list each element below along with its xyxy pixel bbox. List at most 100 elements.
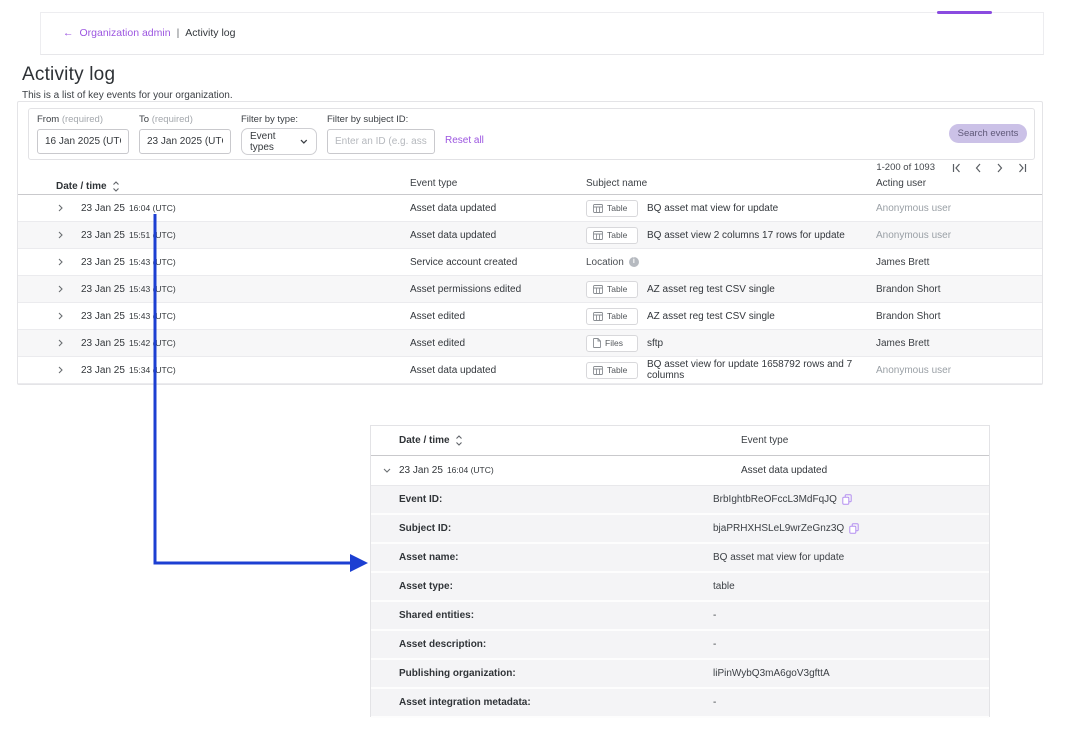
cell-date: 23 Jan 25 16:04 (UTC) xyxy=(399,465,494,476)
field-value: BQ asset mat view for update xyxy=(713,552,845,563)
next-page-icon[interactable] xyxy=(994,162,1006,173)
cell-date: 23 Jan 25 15:51 (UTC) xyxy=(81,229,176,241)
page-title: Activity log xyxy=(22,64,116,85)
table-grid-icon xyxy=(593,284,603,294)
table-body: 23 Jan 25 16:04 (UTC) Asset data updated … xyxy=(18,194,1042,384)
field-value: bjaPRHXHSLeL9wrZeGnz3Q xyxy=(713,523,989,534)
detail-column-date-time[interactable]: Date / time xyxy=(371,435,741,446)
page-subtitle: This is a list of key events for your or… xyxy=(22,90,233,101)
table-badge: Table xyxy=(586,280,638,298)
table-row[interactable]: 23 Jan 25 16:04 (UTC) Asset data updated … xyxy=(18,195,1042,222)
to-date-input[interactable] xyxy=(139,129,231,154)
table-row[interactable]: 23 Jan 25 15:51 (UTC) Asset data updated … xyxy=(18,222,1042,249)
column-event-type: Event type xyxy=(410,178,458,189)
cell-event-type: Asset data updated xyxy=(410,229,497,241)
detail-field-row: Shared entities: - xyxy=(371,602,989,631)
cell-date: 23 Jan 25 15:42 (UTC) xyxy=(81,337,176,349)
field-label: Shared entities: xyxy=(399,610,475,621)
last-page-icon[interactable] xyxy=(1016,162,1028,173)
sort-icon[interactable] xyxy=(455,435,463,446)
chevron-right-icon[interactable] xyxy=(58,204,81,212)
cell-event-type: Asset data updated xyxy=(741,465,828,476)
column-date-time[interactable]: Date / time xyxy=(18,178,410,194)
previous-page-icon[interactable] xyxy=(972,162,984,173)
table-row[interactable]: 23 Jan 25 15:34 (UTC) Asset data updated … xyxy=(18,357,1042,384)
table-row[interactable]: 23 Jan 25 15:42 (UTC) Asset edited Files … xyxy=(18,330,1042,357)
table-row[interactable]: 23 Jan 25 15:43 (UTC) Asset permissions e… xyxy=(18,276,1042,303)
pagination-range: 1-200 of 1093 xyxy=(876,162,935,173)
detail-fields: Event ID: BrbIghtbReOFccL3MdFqJQ Subject… xyxy=(371,486,989,718)
cell-event-type: Asset edited xyxy=(410,337,466,349)
cell-date: 23 Jan 25 15:43 (UTC) xyxy=(81,256,176,268)
table-badge: Table xyxy=(586,226,638,244)
to-date-group: To (required) xyxy=(139,114,231,154)
cell-date: 23 Jan 25 15:43 (UTC) xyxy=(81,310,176,322)
field-label: Event ID: xyxy=(399,494,443,505)
cell-subject: Files sftp xyxy=(586,334,876,352)
table-badge: Table xyxy=(586,307,638,325)
back-arrow-icon[interactable]: ← xyxy=(63,27,74,39)
type-filter-label: Filter by type: xyxy=(241,114,299,125)
column-subject-name: Subject name xyxy=(586,178,648,189)
field-value: - xyxy=(713,639,717,650)
detail-field-row: Asset type: table xyxy=(371,573,989,602)
breadcrumb-link-organization-admin[interactable]: Organization admin xyxy=(79,27,171,39)
cell-event-type: Asset data updated xyxy=(410,364,497,376)
table-grid-icon xyxy=(593,230,603,240)
table-badge: Table xyxy=(586,361,638,379)
chevron-right-icon[interactable] xyxy=(58,366,81,374)
cell-acting-user: Anonymous user xyxy=(876,229,952,241)
cell-date: 23 Jan 25 16:04 (UTC) xyxy=(81,202,176,214)
table-grid-icon xyxy=(593,203,603,213)
chevron-right-icon[interactable] xyxy=(58,258,81,266)
breadcrumb: ← Organization admin | Activity log xyxy=(63,27,235,39)
detail-field-row: Asset integration metadata: - xyxy=(371,689,989,718)
first-page-icon[interactable] xyxy=(950,162,962,173)
field-label: Asset name: xyxy=(399,552,459,563)
subject-id-input[interactable] xyxy=(327,129,435,154)
chevron-right-icon[interactable] xyxy=(58,339,81,347)
table-row[interactable]: 23 Jan 25 15:43 (UTC) Service account cre… xyxy=(18,249,1042,276)
chevron-down-icon[interactable] xyxy=(383,468,399,473)
info-icon[interactable]: i xyxy=(628,257,639,267)
field-label: Publishing organization: xyxy=(399,668,516,679)
cell-event-type: Asset edited xyxy=(410,310,466,322)
expanded-table-row[interactable]: 23 Jan 25 16:04 (UTC) Asset data updated xyxy=(371,456,989,486)
reset-all-link[interactable]: Reset all xyxy=(445,135,484,146)
search-events-button[interactable]: Search events xyxy=(949,124,1027,143)
subject-filter-group: Filter by subject ID: xyxy=(327,114,435,154)
detail-table-header: Date / time Event type xyxy=(371,426,989,456)
copy-icon[interactable] xyxy=(849,523,859,534)
field-label: Asset description: xyxy=(399,639,487,650)
cell-date: 23 Jan 25 15:43 (UTC) xyxy=(81,283,176,295)
cell-subject: Table BQ asset mat view for update xyxy=(586,199,876,217)
pagination: 1-200 of 1093 xyxy=(876,162,1028,173)
column-acting-user: Acting user xyxy=(876,178,927,189)
table-row[interactable]: 23 Jan 25 15:43 (UTC) Asset edited Table … xyxy=(18,303,1042,330)
from-date-input[interactable] xyxy=(37,129,129,154)
detail-field-row: Event ID: BrbIghtbReOFccL3MdFqJQ xyxy=(371,486,989,515)
field-label: Asset integration metadata: xyxy=(399,697,531,708)
chevron-down-icon xyxy=(300,139,308,144)
cell-acting-user: Brandon Short xyxy=(876,310,941,322)
table-badge: Table xyxy=(586,199,638,217)
sort-icon[interactable] xyxy=(112,180,120,192)
chevron-right-icon[interactable] xyxy=(58,231,81,239)
chevron-right-icon[interactable] xyxy=(58,285,81,293)
cell-acting-user: Anonymous user xyxy=(876,364,952,376)
field-label: Asset type: xyxy=(399,581,453,592)
detail-field-row: Subject ID: bjaPRHXHSLeL9wrZeGnz3Q xyxy=(371,515,989,544)
subject-filter-label: Filter by subject ID: xyxy=(327,114,409,125)
from-label: From (required) xyxy=(37,114,103,125)
event-types-dropdown[interactable]: Event types xyxy=(241,128,317,155)
detail-field-row: Asset name: BQ asset mat view for update xyxy=(371,544,989,573)
chevron-right-icon[interactable] xyxy=(58,312,81,320)
cell-subject: Table BQ asset view 2 columns 17 rows fo… xyxy=(586,226,876,244)
copy-icon[interactable] xyxy=(842,494,852,505)
detail-field-row: Asset description: - xyxy=(371,631,989,660)
filter-bar: From (required) To (required) Filter by … xyxy=(28,108,1035,160)
detail-field-row: Publishing organization: liPinWybQ3mA6go… xyxy=(371,660,989,689)
cell-subject: Table AZ asset reg test CSV single xyxy=(586,307,876,325)
field-value: - xyxy=(713,610,717,621)
table-header: Date / time Event type Subject name Acti… xyxy=(18,178,1042,194)
